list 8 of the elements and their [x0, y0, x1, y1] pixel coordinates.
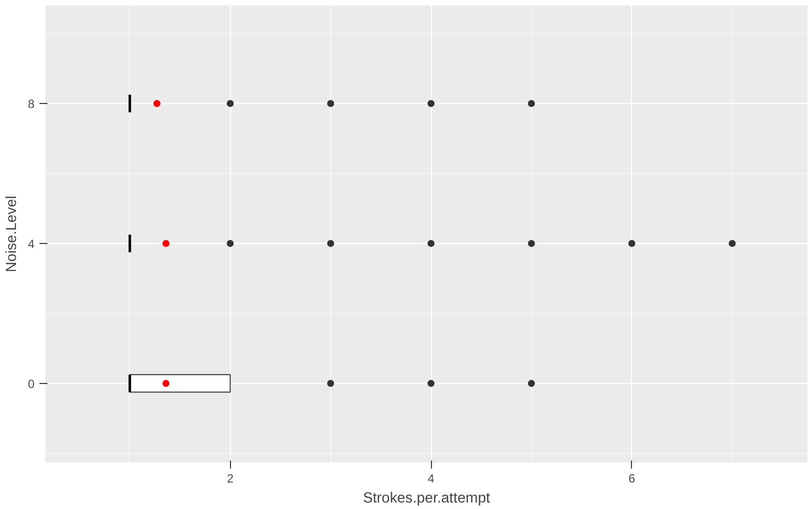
y-axis-title: Noise.Level — [4, 196, 20, 272]
y-tick-label: 8 — [28, 96, 35, 111]
x-tick-label: 2 — [226, 472, 234, 486]
y-tick-label: 0 — [28, 376, 35, 391]
y-tick-label: 4 — [28, 236, 35, 251]
x-tick-label: 6 — [628, 472, 636, 486]
x-tick-label: 4 — [428, 472, 435, 486]
x-axis-title: Strokes.per.attempt — [362, 490, 490, 506]
